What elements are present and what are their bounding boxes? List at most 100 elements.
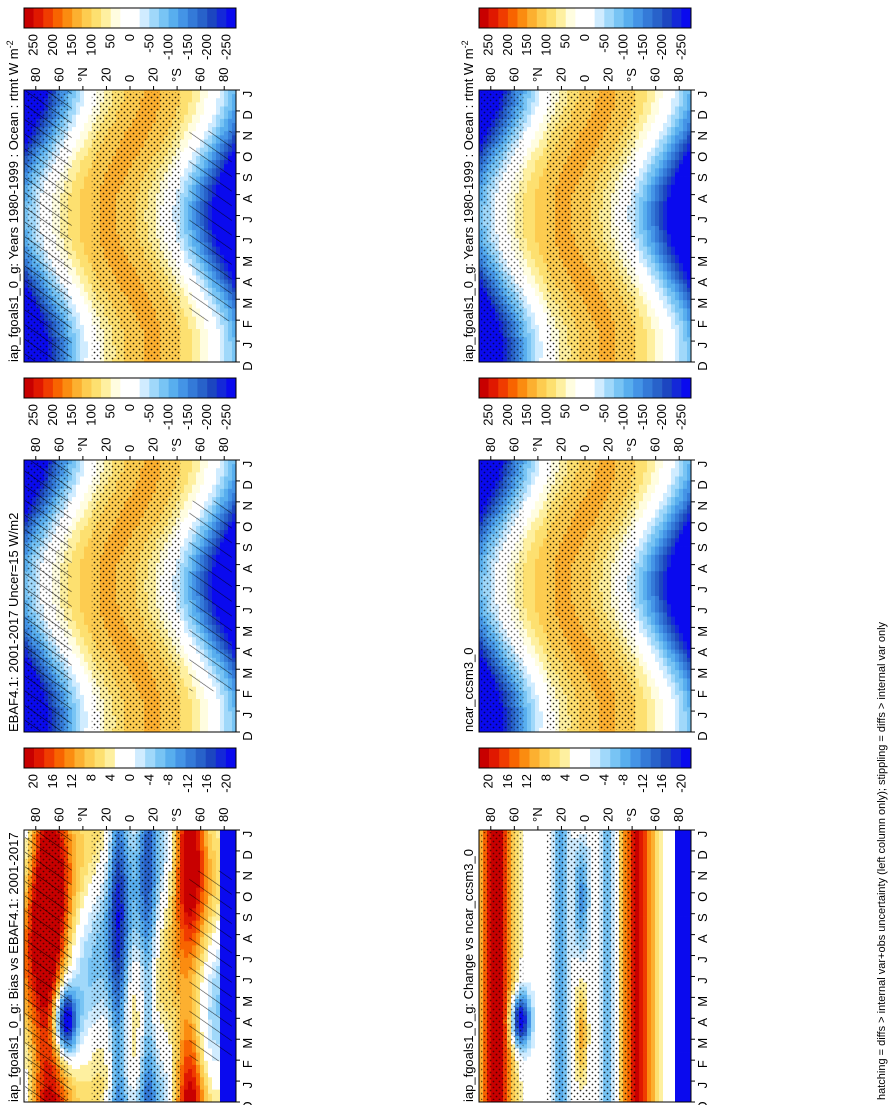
heatmap-cell: [224, 337, 229, 342]
heatmap-cell: [184, 275, 189, 280]
heatmap-cell: [208, 349, 213, 355]
heatmap-cell: [88, 267, 93, 272]
heatmap-cell: [88, 164, 93, 169]
heatmap-cell: [539, 308, 544, 313]
heatmap-cell: [80, 160, 85, 165]
heatmap-cell: [531, 151, 536, 157]
heatmap-cell: [84, 155, 89, 161]
heatmap-cell: [80, 230, 85, 235]
heatmap-cell: [216, 114, 221, 120]
heatmap-cell: [72, 176, 77, 182]
heatmap-cell: [539, 316, 544, 322]
heatmap-cell: [527, 122, 532, 128]
heatmap-cell: [523, 238, 528, 243]
heatmap-cell: [80, 213, 85, 219]
heatmap-cell: [84, 221, 89, 227]
heatmap-cell: [188, 90, 193, 95]
heatmap-cell: [184, 127, 189, 132]
heatmap-cell: [76, 230, 81, 235]
heatmap-cell: [192, 329, 197, 334]
heatmap-cell: [80, 349, 85, 355]
heatmap-cell: [88, 94, 93, 99]
heatmap-cell: [539, 135, 544, 140]
heatmap-cell: [523, 283, 528, 289]
heatmap-cell: [212, 98, 217, 103]
heatmap-cell: [204, 349, 209, 355]
heatmap-cell: [527, 250, 532, 256]
colorbar-label: -100: [161, 34, 176, 60]
heatmap-cell: [196, 341, 201, 346]
heatmap-cell: [228, 114, 233, 120]
heatmap-cell: [80, 155, 85, 161]
heatmap-cell: [140, 357, 145, 363]
heatmap-cell: [88, 176, 93, 182]
heatmap-cell: [523, 349, 528, 355]
heatmap-cell: [200, 122, 205, 128]
heatmap-cell: [84, 201, 89, 206]
heatmap-cell: [84, 283, 89, 289]
heatmap-cell: [84, 106, 89, 111]
heatmap-cell: [204, 118, 209, 124]
heatmap-cell: [535, 160, 540, 165]
heatmap-cell: [539, 98, 544, 103]
heatmap-cell: [80, 135, 85, 140]
heatmap-cell: [184, 98, 189, 103]
heatmap-cell: [224, 333, 229, 338]
heatmap-cell: [72, 201, 77, 206]
panel-title: iap_fgoals1_0_g: Years 1980-1999 : Ocean…: [5, 40, 21, 362]
heatmap-cell: [539, 151, 544, 157]
heatmap-cell: [531, 110, 536, 116]
heatmap-cell: [152, 357, 157, 363]
heatmap-cell: [192, 324, 197, 330]
heatmap-cell: [84, 114, 89, 120]
heatmap-cell: [208, 337, 213, 342]
heatmap-cell: [535, 234, 540, 239]
heatmap-cell: [88, 357, 93, 363]
heatmap-cell: [72, 230, 77, 235]
heatmap-cell: [88, 263, 93, 268]
heatmap-cell: [543, 135, 548, 140]
heatmap-cell: [535, 90, 540, 95]
heatmap-cell: [200, 329, 205, 334]
heatmap-cell: [535, 329, 540, 334]
heatmap-cell: [76, 312, 81, 318]
heatmap-cell: [72, 122, 77, 128]
heatmap-cell: [72, 172, 77, 177]
heatmap-cell: [543, 312, 548, 318]
heatmap-cell: [192, 114, 197, 120]
heatmap-cell: [84, 333, 89, 338]
heatmap-cell: [196, 98, 201, 103]
heatmap-cell: [523, 172, 528, 177]
heatmap-cell: [72, 143, 77, 149]
heatmap-cell: [527, 110, 532, 116]
heatmap-cell: [196, 122, 201, 128]
colorbar-swatch: [33, 8, 44, 28]
month-tick-label: M: [240, 256, 255, 267]
heatmap-cell: [184, 324, 189, 330]
heatmap-cell: [200, 106, 205, 111]
heatmap-cell: [228, 98, 233, 103]
lat-tick-label: 20: [98, 68, 113, 82]
heatmap-cell: [184, 172, 189, 177]
heatmap-cell: [88, 184, 93, 190]
heatmap-cell: [184, 337, 189, 342]
month-tick-label: J: [240, 237, 255, 244]
heatmap-cell: [535, 213, 540, 219]
heatmap-cell: [80, 250, 85, 256]
heatmap-cell: [84, 353, 89, 359]
heatmap-cell: [72, 320, 77, 326]
heatmap-cell: [76, 110, 81, 116]
heatmap-cell: [76, 242, 81, 247]
heatmap-cell: [192, 94, 197, 99]
heatmap-cell: [84, 337, 89, 342]
heatmap-cell: [539, 250, 544, 256]
heatmap-cell: [539, 304, 544, 309]
heatmap-cell: [543, 110, 548, 116]
heatmap-cell: [539, 230, 544, 235]
heatmap-cell: [539, 114, 544, 120]
heatmap-cell: [543, 320, 548, 326]
month-tick-label: S: [240, 173, 255, 182]
heatmap-cell: [80, 184, 85, 190]
heatmap-cell: [535, 102, 540, 107]
heatmap-cell: [88, 316, 93, 322]
